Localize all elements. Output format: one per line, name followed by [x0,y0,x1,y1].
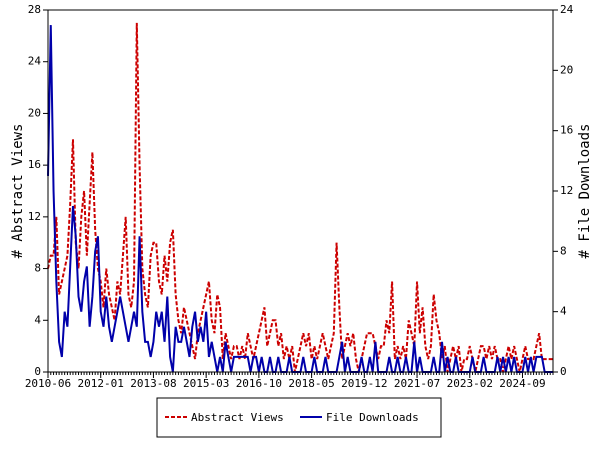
x-tick-label: 2013-08 [130,377,176,390]
y-tick-label: 24 [28,55,42,68]
x-tick-label: 2016-10 [236,377,282,390]
y-tick-label: 12 [28,210,41,223]
y2-tick-label: 12 [560,184,573,197]
y-tick-label: 16 [28,158,41,171]
series-line [47,22,553,373]
legend-box [156,397,442,438]
y2-tick-label: 24 [560,3,574,16]
legend-label: Abstract Views [191,411,284,424]
x-tick-label: 2018-05 [288,377,334,390]
y-tick-label: 8 [34,262,41,275]
plot-frame [47,9,554,373]
y2-tick-label: 4 [560,305,567,318]
y-tick-label: 28 [28,3,41,16]
y2-tick-label: 0 [560,365,567,378]
y-tick-label: 20 [28,106,41,119]
y2-axis-label: # File Downloads [577,124,593,259]
x-tick-label: 2023-02 [447,377,493,390]
y-tick-label: 0 [34,365,41,378]
x-tick-label: 2024-09 [499,377,545,390]
series-line [47,25,553,373]
y-axis-label: # Abstract Views [10,124,26,259]
legend-label: File Downloads [326,411,419,424]
x-tick-label: 2012-01 [78,377,124,390]
x-tick-label: 2010-06 [25,377,71,390]
y2-tick-label: 16 [560,124,573,137]
x-tick-label: 2019-12 [341,377,387,390]
y2-tick-label: 8 [560,244,567,257]
y2-tick-label: 20 [560,63,573,76]
x-tick-label: 2015-03 [183,377,229,390]
y-tick-label: 4 [34,313,41,326]
x-tick-label: 2021-07 [394,377,440,390]
